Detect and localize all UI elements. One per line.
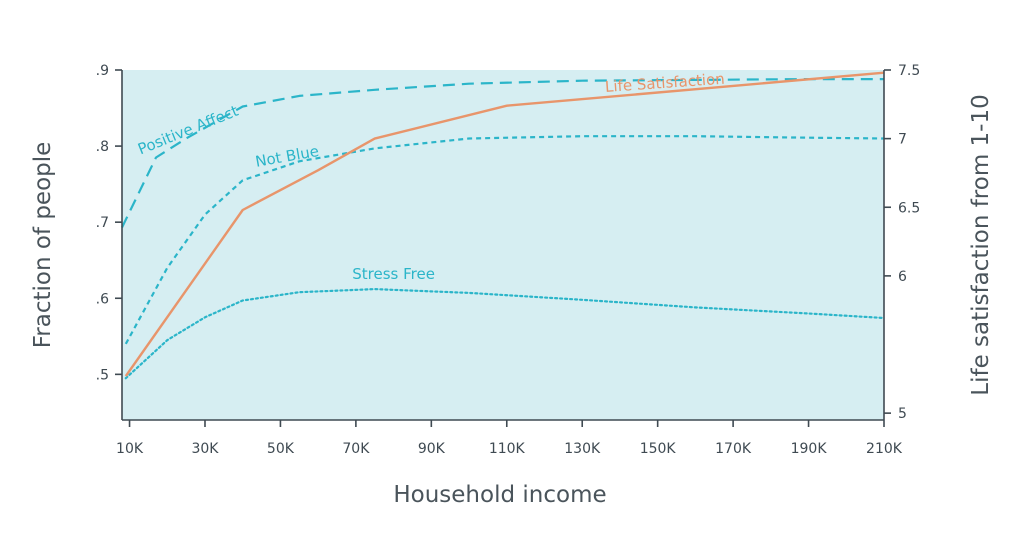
series-line-stress-free [124, 288, 886, 380]
series-line-not-blue [124, 135, 885, 345]
x-tick-label: 210K [866, 441, 903, 457]
series-label-stress-free: Stress Free [352, 265, 435, 283]
y-right-tick-label: 7 [898, 132, 907, 148]
y-left-tick-label: .6 [96, 291, 109, 307]
x-tick-label: 50K [267, 441, 295, 457]
y-axis-right-title: Life satisfaction from 1-10 [968, 94, 994, 395]
y-right-tick-label: 6 [898, 269, 907, 285]
y-axis-left-title: Fraction of people [30, 142, 56, 349]
x-tick-label: 170K [715, 441, 752, 457]
x-tick-label: 130K [564, 441, 601, 457]
plot-background [122, 70, 884, 420]
x-tick-label: 190K [791, 441, 828, 457]
y-left-tick-label: .5 [96, 367, 109, 383]
y-left-tick-label: .8 [96, 139, 109, 155]
x-tick-label: 150K [640, 441, 677, 457]
x-tick-label: 110K [489, 441, 526, 457]
x-tick-label: 90K [418, 441, 446, 457]
x-tick-label: 70K [342, 441, 370, 457]
series-line-life-satisfaction [124, 71, 885, 377]
y-left-tick-label: .9 [96, 63, 109, 79]
x-axis-title: Household income [393, 482, 606, 508]
y-right-tick-label: 6.5 [898, 200, 920, 216]
axes: .5 .6 .7 .8 .9 5 6 6.5 7 7.5 10K 30K 50K 70K 90K 110K 13… [96, 63, 921, 457]
series-layer [121, 71, 886, 380]
x-tick-label: 10K [116, 441, 144, 457]
y-right-tick-label: 5 [898, 406, 907, 422]
y-right-tick-label: 7.5 [898, 63, 920, 79]
series-line-positive-affect [121, 77, 884, 228]
y-left-tick-label: .7 [96, 215, 109, 231]
x-tick-label: 30K [191, 441, 219, 457]
